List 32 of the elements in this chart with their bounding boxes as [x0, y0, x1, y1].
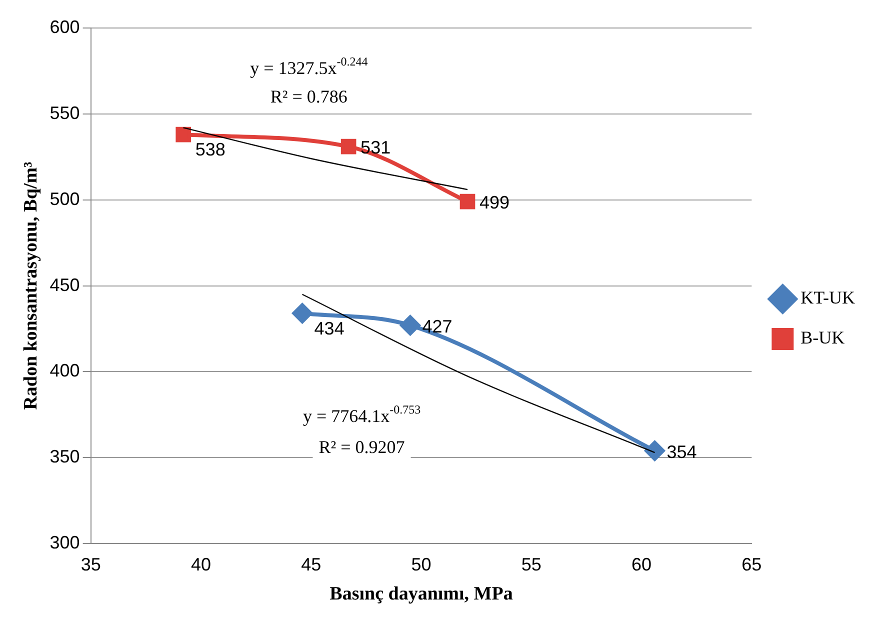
y-tick-label: 550	[50, 102, 80, 123]
x-tick-label: 50	[411, 554, 432, 574]
x-tick-label: 45	[301, 554, 322, 574]
legend-label: B-UK	[800, 328, 845, 348]
x-tick-label: 40	[190, 554, 211, 574]
y-tick-label: 600	[50, 16, 80, 37]
data-label: 538	[195, 140, 226, 160]
x-tick-label: 65	[742, 554, 762, 574]
y-tick-label: 500	[50, 188, 80, 209]
y-tick-label: 450	[50, 274, 80, 295]
annotation: R² = 0.9207	[318, 436, 405, 457]
data-label: 434	[314, 318, 344, 338]
point	[292, 303, 312, 324]
point	[460, 194, 476, 210]
point	[400, 315, 420, 336]
point	[644, 440, 665, 461]
x-axis-title: Basınç dayanımı, MPa	[330, 584, 514, 605]
data-label: 427	[422, 316, 452, 336]
point	[340, 138, 356, 154]
y-tick-label: 300	[50, 532, 80, 553]
x-tick-label: 55	[521, 554, 542, 574]
y-axis-title: Radon konsantrasyonu, Bq/m³	[20, 161, 42, 410]
legend-label: KT-UK	[800, 288, 856, 308]
data-label: 531	[360, 138, 391, 158]
x-tick-label: 35	[80, 554, 101, 574]
y-tick-label: 350	[50, 446, 80, 467]
y-tick-label: 400	[50, 360, 80, 381]
data-label: 499	[480, 192, 510, 213]
data-label: 354	[666, 442, 697, 462]
x-tick-label: 60	[632, 554, 652, 574]
point	[176, 126, 192, 142]
annotation: R² = 0.786	[270, 86, 348, 106]
